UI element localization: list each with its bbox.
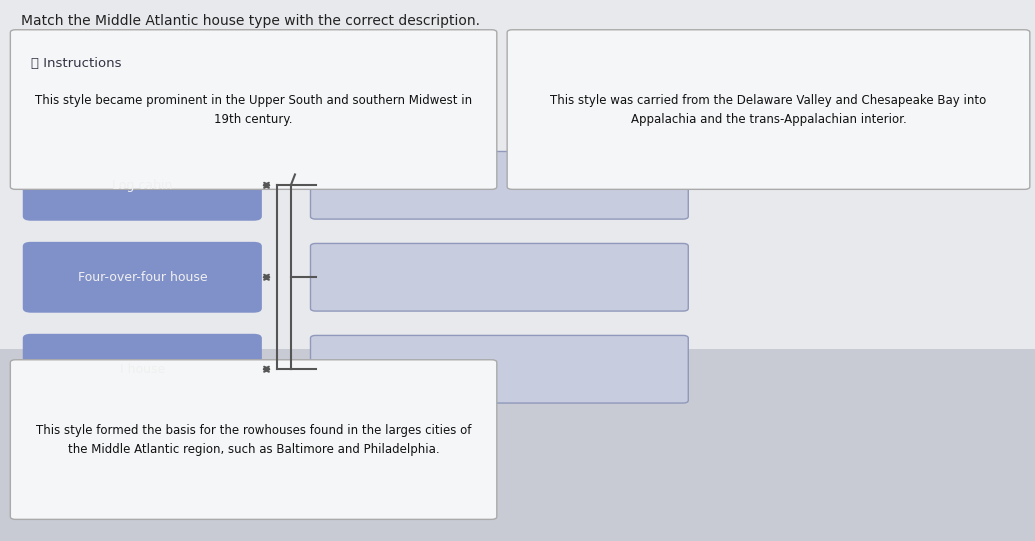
FancyBboxPatch shape: [310, 151, 688, 219]
FancyBboxPatch shape: [310, 243, 688, 311]
FancyBboxPatch shape: [10, 360, 497, 519]
Text: Match the Middle Atlantic house type with the correct description.: Match the Middle Atlantic house type wit…: [21, 14, 479, 28]
Text: Log cabin: Log cabin: [112, 179, 173, 192]
FancyBboxPatch shape: [23, 242, 262, 313]
FancyBboxPatch shape: [10, 30, 497, 189]
Text: This style formed the basis for the rowhouses found in the larges cities of
the : This style formed the basis for the rowh…: [36, 424, 471, 456]
FancyBboxPatch shape: [310, 335, 688, 403]
Text: This style became prominent in the Upper South and southern Midwest in
19th cent: This style became prominent in the Upper…: [35, 94, 472, 126]
FancyBboxPatch shape: [23, 150, 262, 221]
FancyBboxPatch shape: [23, 334, 262, 405]
Text: ⓘ Instructions: ⓘ Instructions: [31, 57, 121, 70]
FancyBboxPatch shape: [507, 30, 1030, 189]
Text: Four-over-four house: Four-over-four house: [78, 270, 207, 284]
Bar: [0, 349, 1035, 541]
Bar: [0, 0, 1035, 349]
Text: I house: I house: [120, 362, 165, 376]
Text: This style was carried from the Delaware Valley and Chesapeake Bay into
Appalach: This style was carried from the Delaware…: [551, 94, 986, 126]
